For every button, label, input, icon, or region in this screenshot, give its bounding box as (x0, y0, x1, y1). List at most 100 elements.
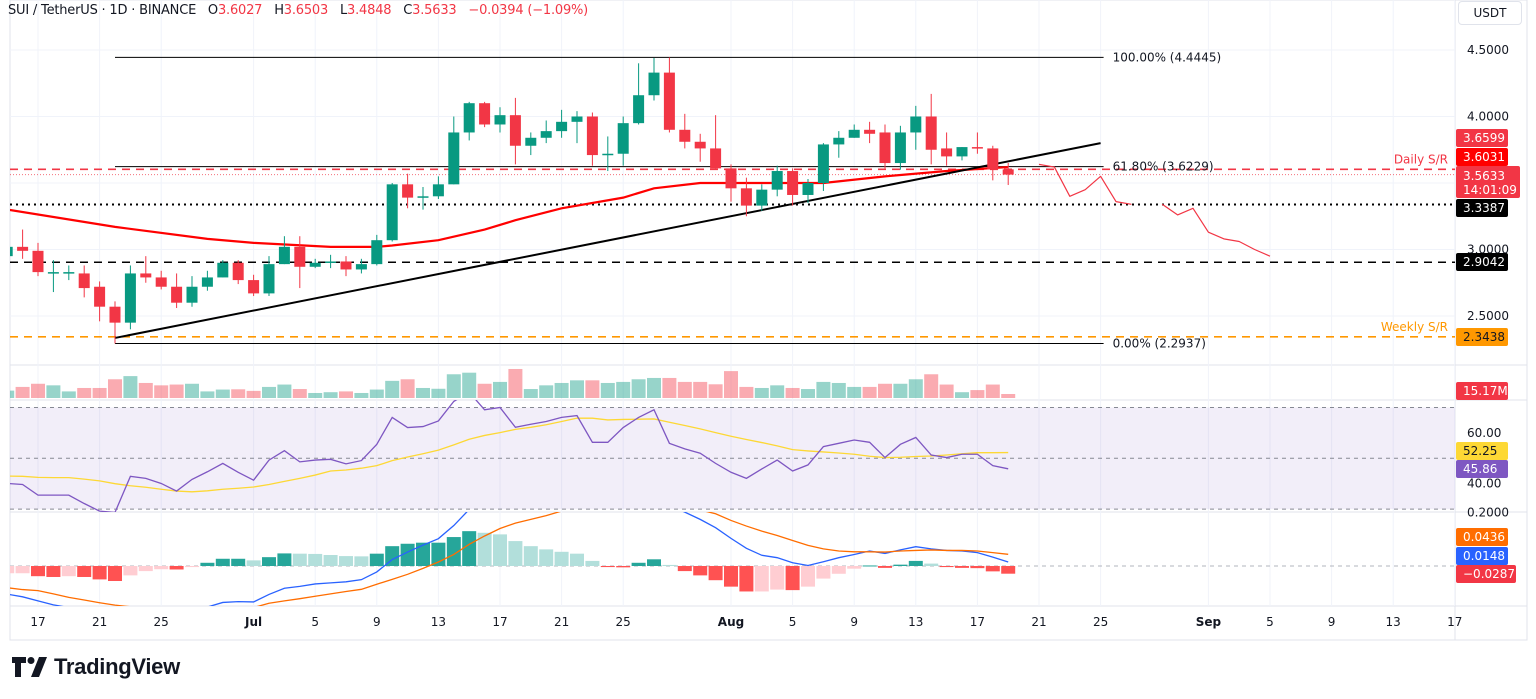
candle[interactable] (509, 97, 521, 165)
candle[interactable] (879, 124, 891, 169)
symbol-title[interactable]: SUI / TetherUS · 1D · BINANCE (8, 3, 197, 18)
candle[interactable] (710, 115, 722, 169)
candle[interactable] (740, 177, 752, 217)
candle[interactable] (602, 136, 614, 172)
candle[interactable] (371, 234, 383, 266)
volume-bar (939, 384, 954, 398)
candle[interactable] (1002, 163, 1014, 186)
candle[interactable] (140, 256, 152, 283)
candle[interactable] (355, 258, 367, 274)
trendline (114, 142, 1101, 339)
candle[interactable] (278, 236, 290, 265)
candle[interactable] (186, 276, 198, 307)
y-axis-tick-label: 4.0000 (1467, 110, 1509, 124)
tradingview-logo[interactable]: TradingView (12, 654, 180, 680)
candle[interactable] (479, 101, 491, 128)
candle[interactable] (617, 116, 629, 166)
candle-body (679, 129, 691, 142)
candle-body (155, 277, 167, 287)
candle[interactable] (109, 301, 121, 344)
candle[interactable] (417, 186, 429, 210)
macd-histogram-bar (724, 566, 738, 587)
candle-body (201, 277, 213, 287)
high-value: 3.6503 (283, 3, 329, 18)
candle[interactable] (648, 57, 660, 101)
candle[interactable] (956, 147, 968, 161)
candle[interactable] (771, 165, 783, 197)
candle[interactable] (263, 256, 275, 297)
candle[interactable] (941, 132, 953, 166)
volume-bar (970, 390, 985, 398)
daily-sr-tag-bg (1456, 148, 1508, 166)
candle-body (32, 250, 44, 273)
candle[interactable] (217, 260, 229, 278)
candle[interactable] (171, 273, 183, 309)
macd-histogram-bar (970, 566, 985, 569)
candle[interactable] (971, 132, 983, 154)
macd-histogram-bar (31, 566, 45, 577)
candle[interactable] (894, 125, 906, 170)
candle[interactable] (402, 173, 414, 209)
candle[interactable] (571, 111, 583, 144)
candle[interactable] (725, 164, 737, 202)
rsi-line (10, 400, 1009, 512)
candle[interactable] (787, 168, 799, 206)
candle[interactable] (63, 265, 75, 281)
candle[interactable] (155, 270, 167, 290)
volume-bar (770, 385, 785, 398)
macd-histogram-bar (1001, 566, 1016, 574)
x-axis-tick-label: 13 (1386, 615, 1401, 629)
macd-histogram-bar (662, 564, 677, 566)
volume-bar (724, 371, 738, 398)
candle[interactable] (94, 281, 106, 322)
candle[interactable] (556, 109, 568, 138)
candle[interactable] (987, 145, 999, 181)
candle[interactable] (694, 133, 706, 162)
macd-histogram-bar (339, 556, 353, 566)
candle[interactable] (248, 274, 260, 297)
candle-body (648, 72, 660, 96)
candle[interactable] (17, 229, 29, 259)
candle[interactable] (78, 265, 90, 298)
candle[interactable] (925, 93, 937, 165)
candle[interactable] (32, 242, 44, 277)
candle[interactable] (432, 176, 444, 199)
candle-body (617, 123, 629, 154)
candle-body (941, 148, 953, 157)
candle[interactable] (2, 246, 13, 258)
candle[interactable] (294, 236, 306, 289)
candle[interactable] (663, 57, 675, 133)
volume-bar (862, 386, 877, 398)
candle[interactable] (679, 113, 691, 149)
macd-histogram-bar (400, 543, 415, 566)
candle[interactable] (463, 101, 475, 141)
candle[interactable] (525, 132, 537, 156)
candle[interactable] (124, 265, 136, 330)
candle[interactable] (864, 121, 876, 144)
candle[interactable] (232, 260, 244, 285)
candle[interactable] (201, 270, 213, 291)
volume-bar (46, 385, 61, 398)
candle[interactable] (817, 143, 829, 191)
candle[interactable] (540, 120, 552, 144)
candle[interactable] (633, 63, 645, 125)
candle[interactable] (910, 105, 922, 150)
currency-button[interactable]: USDT (1458, 1, 1522, 25)
x-axis-tick-label: 21 (1031, 615, 1046, 629)
candle[interactable] (448, 116, 460, 185)
candle[interactable] (340, 256, 352, 277)
candle[interactable] (494, 107, 506, 133)
macd-histogram-bar (92, 566, 107, 580)
x-axis-tick-label: 5 (789, 615, 797, 629)
candle[interactable] (309, 258, 321, 269)
candle[interactable] (802, 179, 814, 203)
candle[interactable] (586, 112, 598, 166)
candle[interactable] (756, 184, 768, 211)
candle[interactable] (47, 260, 59, 293)
candle[interactable] (848, 124, 860, 138)
macd-histogram-bar (878, 566, 892, 568)
candle[interactable] (386, 183, 398, 242)
candle[interactable] (833, 131, 845, 158)
candle[interactable] (325, 254, 337, 269)
